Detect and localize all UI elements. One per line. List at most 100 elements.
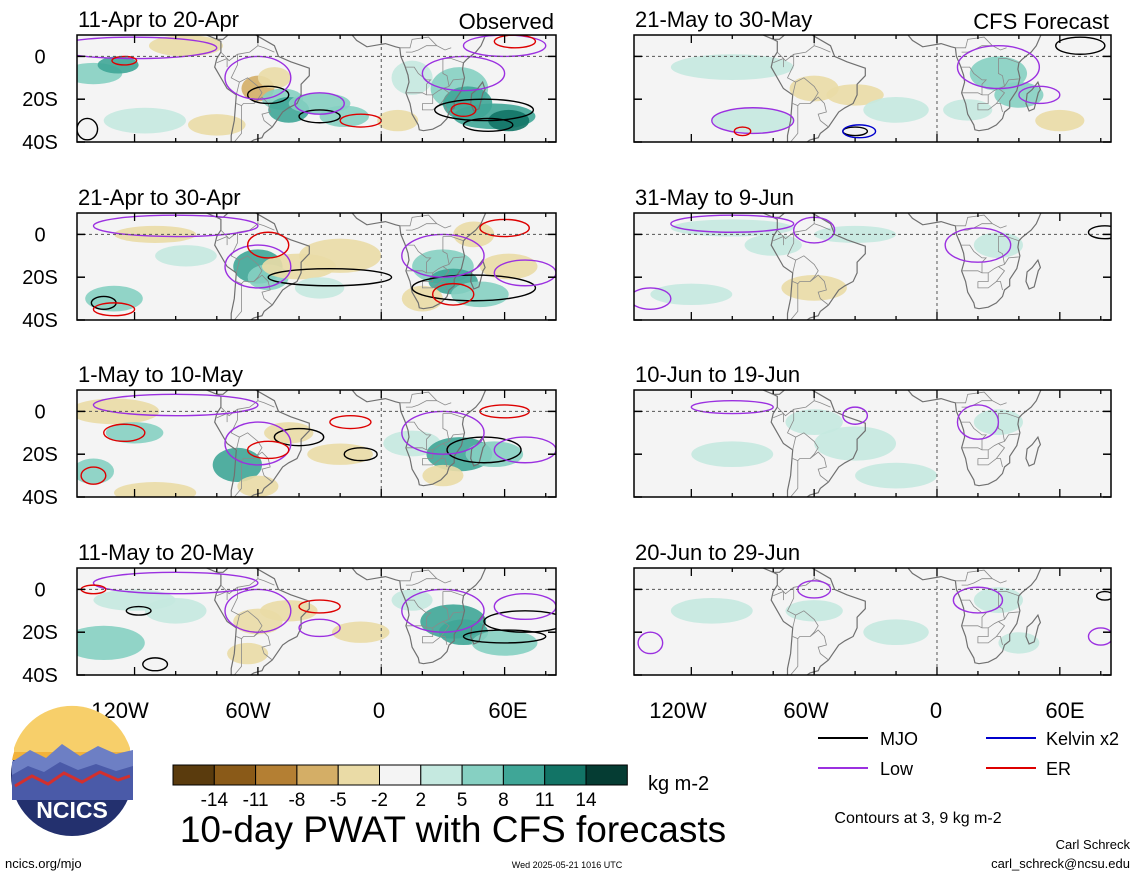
contour-low	[401, 233, 485, 278]
y-tick-label: 20S	[22, 444, 58, 466]
country-border	[440, 621, 450, 637]
country-border	[216, 57, 228, 68]
country-border	[1004, 256, 1019, 265]
colorbar-label: -2	[371, 790, 388, 811]
colorbar-swatch	[337, 764, 381, 786]
country-border	[448, 256, 464, 265]
contour-kelvin-x2	[842, 124, 877, 139]
country-border	[792, 458, 811, 462]
pwat-anomaly-blob	[814, 426, 897, 461]
coastline	[205, 213, 218, 218]
country-border	[448, 78, 464, 87]
y-tick-label: 0	[34, 224, 45, 246]
country-border	[809, 274, 829, 306]
country-border	[422, 627, 434, 637]
pwat-anomaly-blob	[785, 409, 843, 435]
country-border	[239, 432, 263, 459]
coastline	[761, 213, 774, 218]
country-border	[448, 611, 464, 620]
country-border	[442, 413, 450, 442]
country-border	[253, 451, 273, 483]
panel-title: 20-Jun to 29-Jun	[635, 540, 800, 565]
y-tick-label: 0	[34, 401, 45, 423]
coastline	[770, 35, 866, 142]
pwat-anomaly-blob	[785, 600, 843, 622]
country-border	[773, 57, 784, 68]
contour-er	[111, 55, 138, 66]
country-border	[422, 94, 434, 104]
pwat-anomaly-blob	[863, 619, 929, 646]
contour-mjo	[411, 274, 537, 302]
contour-low	[634, 287, 672, 310]
country-border	[220, 223, 259, 240]
panel-title: 10-Jun to 19-Jun	[635, 362, 800, 387]
country-border	[777, 45, 815, 62]
pwat-anomaly-blob	[77, 458, 114, 485]
colorbar-label: -5	[330, 790, 347, 811]
colorbar-swatch	[213, 764, 257, 786]
map-frame	[76, 212, 557, 321]
pwat-anomaly-blob	[855, 462, 937, 489]
contour-low	[294, 92, 345, 115]
map-content	[634, 568, 1111, 675]
country-border	[786, 409, 797, 450]
country-border	[777, 400, 815, 417]
country-border	[998, 58, 1020, 64]
country-border	[422, 272, 434, 282]
contour-low	[956, 404, 1000, 440]
country-border	[422, 636, 448, 646]
contour-mjo	[267, 267, 393, 287]
x-tick-label: 60W	[225, 698, 270, 723]
legend: MJO Kelvin x2 Low ER	[818, 729, 1119, 779]
country-border	[977, 449, 989, 459]
country-border	[786, 54, 797, 95]
country-border	[233, 283, 242, 320]
map-panel: 0 20S 40S 11-May to 20-May	[22, 540, 557, 687]
contour-er	[493, 35, 537, 49]
colorbar-swatch	[296, 764, 339, 786]
contour-mjo	[1087, 225, 1111, 240]
country-border	[977, 627, 989, 637]
map-panel: 0 20S 40S 1-May to 10-May	[22, 362, 557, 509]
y-tick-label: 40S	[22, 132, 58, 154]
contour-low	[224, 244, 292, 289]
map-frame	[633, 389, 1112, 498]
coastline	[470, 80, 486, 112]
country-border	[239, 255, 263, 282]
country-border	[422, 449, 434, 459]
coastline	[1025, 80, 1042, 112]
main-title: 10-day PWAT with CFS forecasts	[180, 809, 726, 850]
footer-author: Carl Schreck	[1056, 837, 1131, 852]
colorbar-label: 8	[498, 790, 509, 811]
map-frame	[633, 34, 1112, 143]
country-border	[405, 421, 432, 450]
map-panel: 21-May to 30-May CFS Forecast	[633, 7, 1112, 143]
country-border	[442, 236, 464, 242]
country-border	[996, 88, 1006, 104]
coastline	[761, 390, 774, 395]
colorbar-label: 5	[457, 790, 468, 811]
country-border	[216, 235, 228, 246]
country-border	[399, 214, 438, 227]
contour-low	[711, 107, 795, 135]
pwat-anomaly-blob	[465, 441, 524, 468]
map-content	[634, 390, 1111, 497]
coastline	[761, 35, 774, 40]
country-border	[996, 621, 1006, 637]
country-border	[233, 105, 242, 142]
country-border	[790, 460, 799, 497]
contour-low	[401, 588, 485, 633]
coastline	[214, 35, 310, 142]
coastline	[214, 213, 310, 320]
contour-mjo	[1095, 590, 1111, 601]
colorbar: -14 -11 -8 -5 -2 2 5 8 11 14	[172, 764, 628, 811]
country-border	[996, 266, 1006, 282]
country-border	[996, 443, 1006, 459]
pwat-anomaly-blob	[670, 219, 794, 237]
colorbar-label: -8	[288, 790, 305, 811]
pwat-anomaly-blob	[294, 277, 345, 299]
contour-mjo	[125, 605, 152, 616]
country-border	[405, 66, 432, 95]
legend-label-low: Low	[880, 759, 914, 779]
country-border	[1004, 433, 1019, 442]
